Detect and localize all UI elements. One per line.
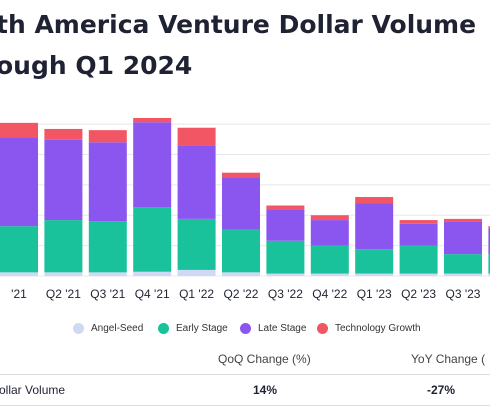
- bar-segment-late-stage-4: [133, 122, 172, 208]
- bar-segment-early-stage-7: [266, 240, 305, 274]
- x-tick-label: Q4 '21: [135, 287, 170, 301]
- bar-segment-late-stage-10: [399, 223, 438, 246]
- bar-segment-angel-seed-8: [310, 273, 349, 276]
- bar-segment-technology-growth-1: [0, 122, 38, 138]
- yoy-column-header: YoY Change (: [411, 352, 486, 366]
- legend-item-early-stage: Early Stage: [158, 323, 228, 334]
- chart-title: th America Venture Dollar Volume ough Q1…: [0, 4, 490, 86]
- legend-label-late-stage: Late Stage: [258, 323, 307, 334]
- bar-segment-late-stage-9: [355, 203, 394, 250]
- x-tick-label: Q3 '23: [446, 287, 481, 301]
- x-tick-label: Q4 '22: [312, 287, 347, 301]
- x-tick-label: Q3 '21: [90, 287, 125, 301]
- summary-table: QoQ Change (%) YoY Change ( ollar Volume…: [0, 344, 490, 406]
- bar-segment-technology-growth-3: [88, 130, 127, 143]
- bar-segment-early-stage-6: [222, 229, 260, 273]
- bar-segment-technology-growth-4: [133, 118, 172, 123]
- qoq-value: 14%: [253, 383, 278, 397]
- bar-segment-late-stage-11: [444, 221, 482, 255]
- bar-segment-early-stage-11: [444, 254, 482, 274]
- x-tick-label: Q2 '21: [46, 287, 81, 301]
- summary-table-header: QoQ Change (%) YoY Change (: [0, 344, 490, 375]
- summary-table-row: ollar Volume 14% -27%: [0, 375, 490, 406]
- chart-title-line-2: ough Q1 2024: [0, 51, 193, 80]
- x-tick-label: Q1 '22: [179, 287, 214, 301]
- bar-segment-technology-growth-7: [266, 205, 305, 210]
- bar-segment-angel-seed-6: [222, 272, 260, 276]
- x-tick-label: Q2 '23: [401, 287, 436, 301]
- legend-label-early-stage: Early Stage: [176, 323, 228, 334]
- bar-segment-technology-growth-2: [44, 128, 83, 140]
- x-tick-label: Q3 '22: [268, 287, 303, 301]
- bar-segment-angel-seed-12: [488, 273, 490, 276]
- chart-title-line-1: th America Venture Dollar Volume: [0, 10, 477, 39]
- bar-segment-late-stage-12: [488, 228, 490, 255]
- bar-segment-late-stage-7: [266, 209, 305, 241]
- legend-item-late-stage: Late Stage: [240, 323, 306, 334]
- bar-segment-late-stage-6: [222, 177, 260, 230]
- legend-swatch-early-stage: [158, 323, 169, 334]
- x-tick-label: Q2 '22: [224, 287, 259, 301]
- legend-item-technology-growth: Technology Growth: [317, 323, 421, 334]
- bar-segment-early-stage-10: [399, 245, 438, 274]
- qoq-column-header: QoQ Change (%): [218, 352, 311, 366]
- bar-segment-angel-seed-3: [88, 272, 127, 276]
- bar-segment-angel-seed-11: [444, 273, 482, 276]
- bar-segment-technology-growth-12: [488, 226, 490, 229]
- chart-legend: Angel-Seed Early Stage Late Stage Techno…: [0, 318, 490, 340]
- legend-label-angel-seed: Angel-Seed: [91, 323, 144, 334]
- bar-segment-technology-growth-10: [399, 220, 438, 224]
- bar-segment-early-stage-1: [0, 226, 38, 273]
- legend-swatch-technology-growth: [317, 323, 328, 334]
- bar-segment-angel-seed-1: [0, 272, 38, 276]
- bar-segment-early-stage-9: [355, 249, 394, 274]
- bar-segment-technology-growth-8: [310, 215, 349, 221]
- yoy-value: -27%: [427, 383, 456, 397]
- bar-segment-technology-growth-5: [177, 127, 216, 146]
- bar-segment-late-stage-8: [310, 220, 349, 246]
- legend-label-technology-growth: Technology Growth: [335, 323, 421, 334]
- stacked-bar-chart: '21 Q2 '21 Q3 '21 Q4 '21 Q1 '22 Q2 '22 Q3 '22 Q…: [0, 118, 490, 301]
- bar-segment-late-stage-5: [177, 145, 216, 219]
- bar-segment-angel-seed-10: [399, 273, 438, 276]
- bar-segment-late-stage-1: [0, 137, 38, 227]
- bar-segment-early-stage-3: [88, 221, 127, 273]
- bar-segment-early-stage-12: [488, 254, 490, 274]
- bar-segment-angel-seed-7: [266, 273, 305, 276]
- bar-segment-early-stage-8: [310, 245, 349, 274]
- bar-segment-technology-growth-9: [355, 197, 394, 204]
- bar-segment-angel-seed-5: [177, 269, 216, 276]
- bar-segment-angel-seed-9: [355, 273, 394, 276]
- bar-segment-angel-seed-2: [44, 272, 83, 276]
- bar-segment-early-stage-4: [133, 207, 172, 272]
- legend-item-angel-seed: Angel-Seed: [73, 323, 143, 334]
- legend-swatch-angel-seed: [73, 323, 84, 334]
- x-tick-label: '21: [11, 287, 27, 301]
- bar-segment-technology-growth-6: [222, 172, 260, 178]
- bar-segment-late-stage-3: [88, 142, 127, 222]
- bar-segment-technology-growth-11: [444, 218, 482, 222]
- row-label: ollar Volume: [0, 383, 66, 397]
- bar-segment-early-stage-2: [44, 220, 83, 273]
- legend-swatch-late-stage: [240, 323, 251, 334]
- bar-segment-angel-seed-4: [133, 271, 172, 276]
- bar-segment-early-stage-5: [177, 218, 216, 270]
- x-tick-label: Q1 '23: [357, 287, 392, 301]
- bar-segment-late-stage-2: [44, 139, 83, 221]
